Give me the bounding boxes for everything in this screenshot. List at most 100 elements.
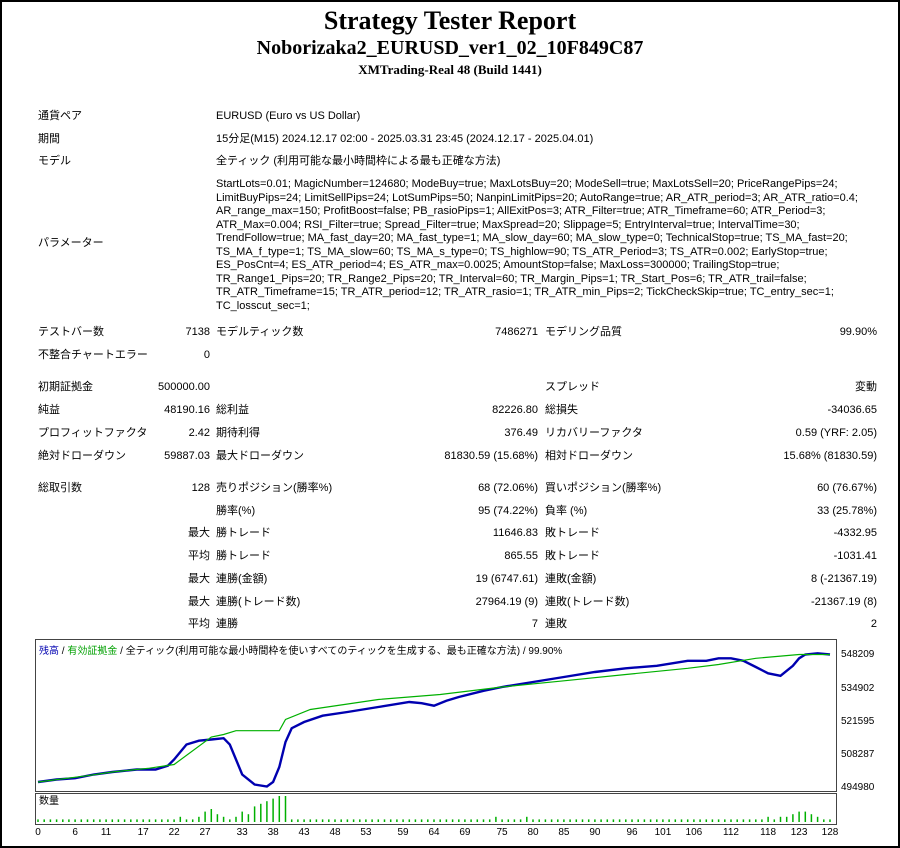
avg-cons-win-label: 連勝: [216, 618, 238, 630]
cons-loss-count-value: -21367.19 (8): [810, 596, 877, 608]
mismatch-value: 0: [203, 349, 210, 361]
cons-win-amount-label: 連勝(金額): [216, 573, 268, 585]
server-name: XMTrading-Real 48 (Build 1441): [358, 62, 542, 77]
profit-factor-label: プロフィットファクタ: [38, 427, 148, 439]
x-tick-label: 64: [428, 827, 440, 838]
x-tick-label: 53: [360, 827, 372, 838]
bars-label: テストバー数: [38, 326, 104, 338]
abs-drawdown-value: 59887.03: [164, 450, 210, 462]
avg-win-label: 勝トレード: [216, 550, 271, 562]
bars-value: 7138: [185, 326, 210, 338]
rel-drawdown-value: 15.68% (81830.59): [783, 450, 877, 462]
cons-win-amount-value: 19 (6747.61): [475, 573, 538, 585]
y-tick-label: 521595: [841, 716, 875, 727]
legend-separator: /: [59, 646, 68, 657]
params-line: TR_ATR_Timeframe=15; TR_ATR_period=12; T…: [216, 286, 834, 298]
x-tick-label: 123: [790, 827, 808, 838]
deposit-value: 500000.00: [158, 381, 210, 393]
params-line: ES_PosCnt=4; ES_ATR_period=4; ES_ATR_max…: [216, 259, 780, 271]
params-label: パラメーター: [38, 237, 104, 249]
gross-loss-value: -34036.65: [827, 404, 877, 416]
total-trades-label: 総取引数: [38, 482, 82, 494]
gross-profit-value: 82226.80: [492, 404, 538, 416]
x-tick-label: 0: [35, 827, 41, 838]
x-tick-label: 22: [168, 827, 180, 838]
avg-cons-loss-label: 連敗: [545, 618, 567, 630]
long-positions-label: 買いポジション(勝率%): [545, 482, 662, 494]
params-line: TS_MA_f_type=1; TS_MA_slow=60; TS_MA_s_t…: [216, 245, 828, 258]
spread-label: スプレッド: [545, 381, 600, 393]
avg-label: 平均: [188, 550, 210, 562]
ticks-value: 7486271: [495, 326, 538, 338]
cons-loss-amount-value: 8 (-21367.19): [810, 573, 877, 585]
max-label: 最大: [188, 573, 210, 585]
expert-name: Noborizaka2_EURUSD_ver1_02_10F849C87: [256, 37, 644, 59]
params-line: TR_Range1_Pips=20; TR_Range2_Pips=20; TR…: [216, 272, 807, 285]
cons-win-count-label: 連勝(トレード数): [216, 596, 301, 608]
total-trades-value: 128: [191, 482, 210, 494]
params-line: AR_range_max=150; ProfitBoost=false; PB_…: [216, 205, 826, 217]
y-tick-label: 508287: [841, 749, 875, 760]
x-tick-label: 106: [685, 827, 703, 838]
symbol-value: EURUSD (Euro vs US Dollar): [216, 110, 361, 122]
avg-cons-loss-value: 2: [870, 618, 877, 630]
cons-loss-count-label: 連敗(トレード数): [545, 596, 630, 608]
x-tick-label: 112: [723, 827, 739, 838]
net-profit-value: 48190.16: [164, 404, 210, 416]
x-tick-label: 43: [298, 827, 310, 838]
legend-separator: /: [117, 646, 126, 657]
x-tick-label: 118: [760, 827, 777, 838]
x-tick-label: 75: [496, 827, 508, 838]
x-tick-label: 80: [527, 827, 539, 838]
x-tick-label: 6: [72, 827, 78, 838]
x-tick-label: 33: [236, 827, 248, 838]
win-rate-value: 95 (74.22%): [478, 505, 538, 517]
short-positions-label: 売りポジション(勝率%): [216, 482, 333, 494]
y-tick-label: 494980: [841, 782, 875, 793]
x-tick-label: 48: [329, 827, 341, 838]
chart-legend: 残高 / 有効証拠金 / 全ティック(利用可能な最小時間枠を使いすべてのティック…: [39, 642, 562, 657]
y-tick-label: 534902: [841, 683, 875, 694]
recovery-factor-label: リカバリーファクタ: [545, 427, 643, 439]
max-label: 最大: [188, 527, 210, 539]
legend-equity: 有効証拠金: [67, 646, 118, 657]
series-line-equity: [37, 652, 831, 788]
legend-model: 全ティック(利用可能な最小時間枠を使いすべてのティックを生成する、最も正確な方法…: [125, 646, 521, 657]
avg-loss-label: 敗トレード: [545, 550, 600, 562]
model-value: 全ティック (利用可能な最小時間枠による最も正確な方法): [216, 155, 501, 167]
profit-factor-value: 2.42: [188, 427, 210, 439]
cons-win-count-value: 27964.19 (9): [475, 596, 538, 608]
params-line: StartLots=0.01; MagicNumber=124680; Mode…: [216, 178, 838, 190]
max-drawdown-label: 最大ドローダウン: [216, 450, 304, 462]
max-label: 最大: [188, 596, 210, 608]
balance-chart: [35, 639, 837, 792]
params-text: StartLots=0.01; MagicNumber=124680; Mode…: [216, 178, 858, 313]
x-tick-label: 38: [267, 827, 279, 838]
x-tick-label: 85: [558, 827, 570, 838]
expected-payoff-value: 376.49: [504, 427, 538, 439]
rel-drawdown-label: 相対ドローダウン: [545, 450, 633, 462]
params-line: LimitBuyPips=24; LimitSellPips=24; LotSu…: [216, 191, 858, 204]
cons-loss-amount-label: 連敗(金額): [545, 573, 597, 585]
period-label: 期間: [38, 133, 60, 145]
largest-loss-value: -4332.95: [833, 527, 877, 539]
avg-win-value: 865.55: [504, 550, 538, 562]
model-label: モデル: [38, 155, 71, 167]
x-tick-label: 69: [459, 827, 471, 838]
recovery-factor-value: 0.59 (YRF: 2.05): [795, 427, 877, 439]
win-rate-label: 勝率(%): [216, 505, 256, 517]
y-tick-label: 548209: [841, 649, 875, 660]
legend-quality: / 99.90%: [520, 646, 563, 657]
spread-value: 変動: [855, 381, 877, 393]
ticks-label: モデルティック数: [216, 326, 304, 338]
x-tick-label: 101: [654, 827, 672, 838]
avg-loss-value: -1031.41: [833, 550, 877, 562]
period-value: 15分足(M15) 2024.12.17 02:00 - 2025.03.31 …: [216, 133, 594, 145]
avg-label: 平均: [188, 618, 210, 630]
largest-loss-label: 敗トレード: [545, 527, 600, 539]
x-tick-label: 27: [199, 827, 211, 838]
loss-rate-label: 負率 (%): [545, 505, 588, 517]
volume-label: 数量: [39, 796, 59, 807]
net-profit-label: 純益: [38, 404, 60, 416]
